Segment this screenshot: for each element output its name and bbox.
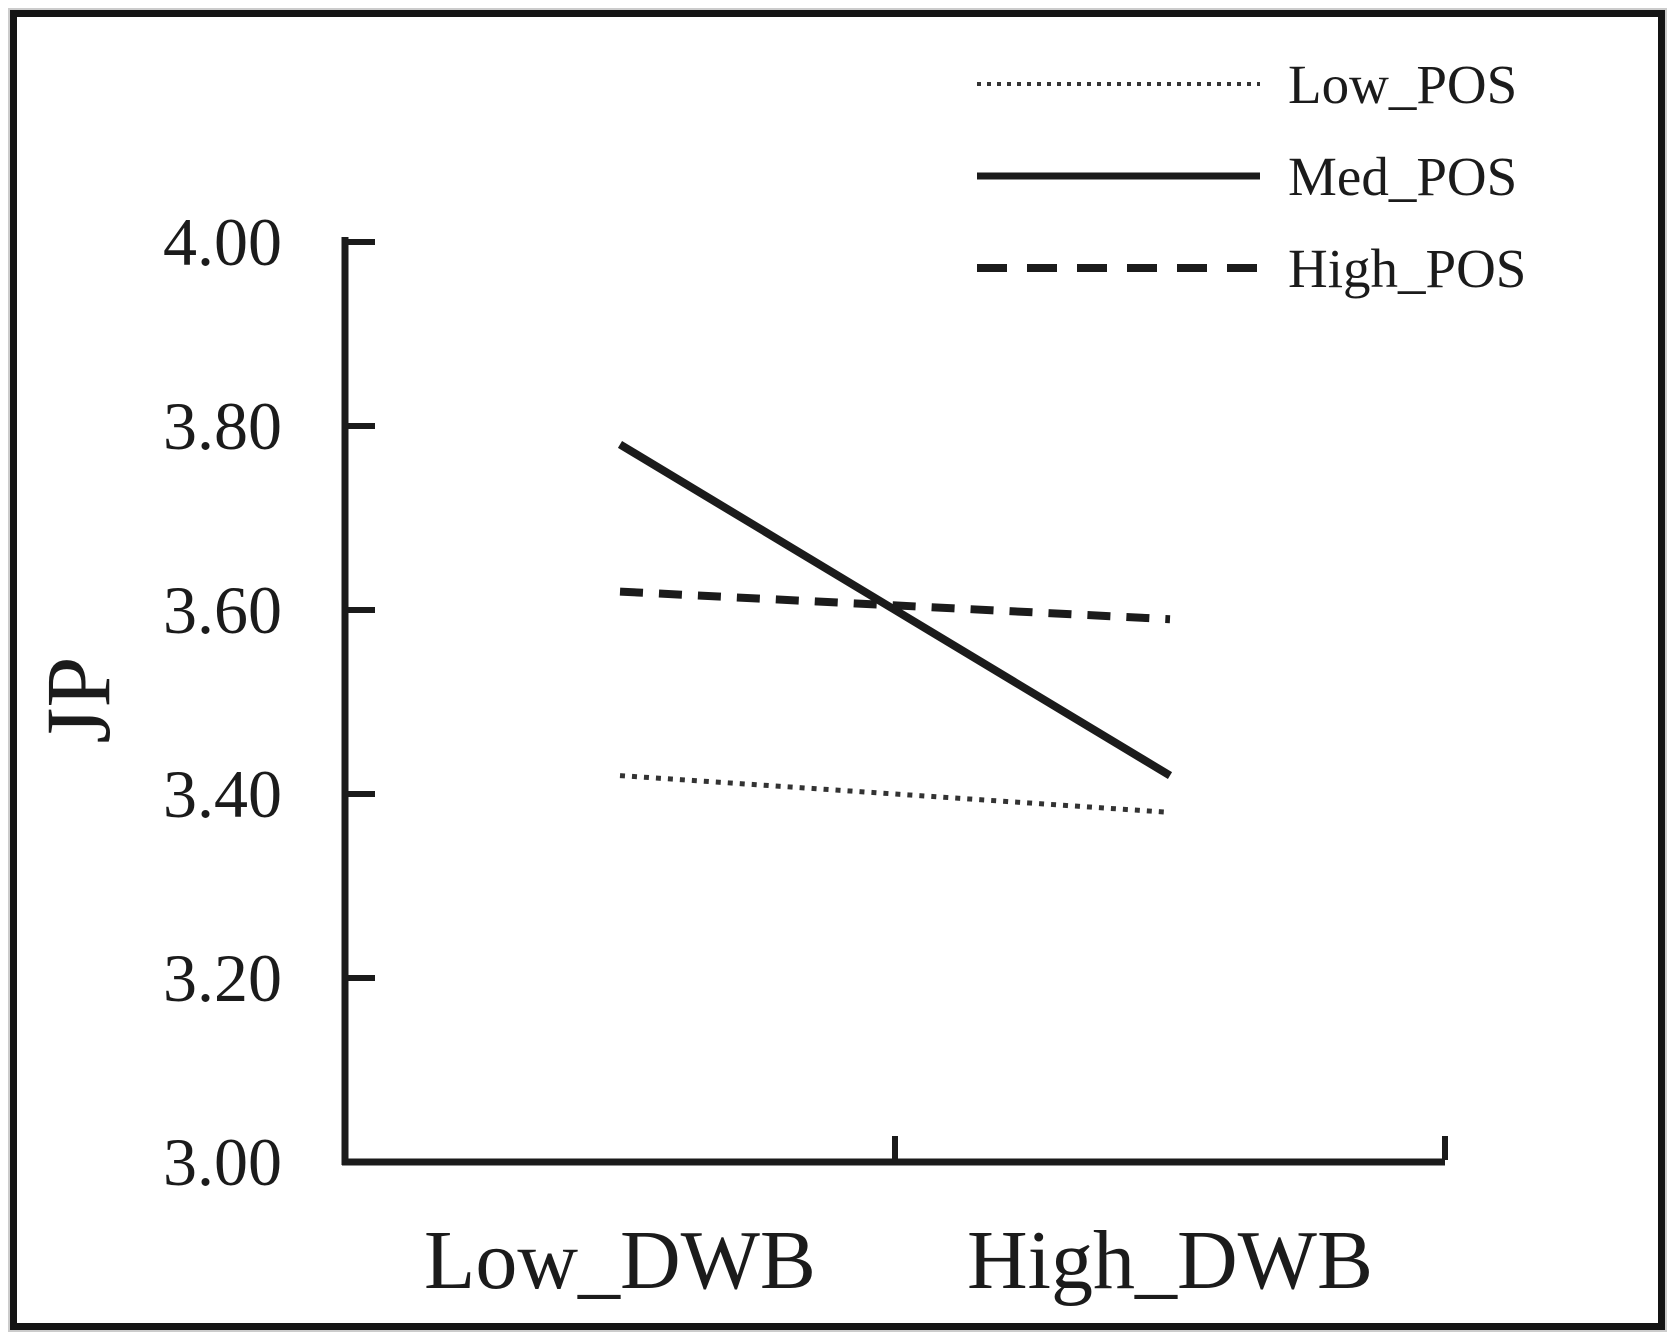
y-tick-label: 4.00 [163,204,282,280]
axes [341,237,1448,1166]
series-line-high_pos [619,587,1171,624]
x-category-label-low_dwb: Low_DWB [424,1214,816,1307]
y-tick-label: 3.40 [163,756,282,832]
legend-label-med_pos: Med_POS [1288,146,1517,207]
figure-border [10,10,1665,1330]
y-tick-label: 3.20 [163,940,282,1016]
y-axis-title: JP [27,657,129,744]
axis-labels: 4.00 3.80 3.60 3.40 3.20 3.00 Low_DWB High_DWB J… [27,204,1373,1307]
y-tick-label: 3.80 [163,388,282,464]
y-tick-label: 3.60 [163,572,282,648]
legend-label-high_pos: High_POS [1288,238,1526,299]
legend: Low_POS Med_POS High_POS [977,54,1526,299]
series-line-med_pos [617,440,1173,780]
series-lines [617,440,1173,815]
series-line-low_pos [619,773,1171,815]
legend-label-low_pos: Low_POS [1288,54,1517,115]
x-category-label-high_dwb: High_DWB [967,1214,1373,1307]
y-tick-label: 3.00 [163,1124,282,1200]
